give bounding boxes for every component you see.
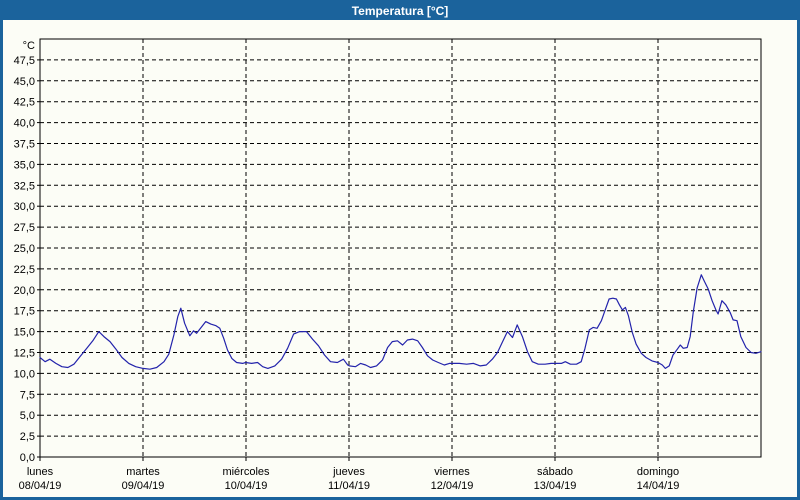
x-weekday-label: martes: [126, 466, 160, 478]
temperature-series-line: [39, 274, 762, 370]
plot-border: [39, 38, 762, 458]
temperature-line-chart: 0,0 2,5 5,0 7,5 10,0 12,5 15,0 17,5 20,0 22,5 25,0…: [14, 38, 762, 492]
x-date-label: 13/04/19: [534, 480, 577, 492]
x-weekday-label: lunes: [27, 466, 54, 478]
y-tick-label: 22,5: [14, 264, 35, 276]
y-tick-label: 17,5: [14, 306, 35, 318]
y-tick-label: 12,5: [14, 348, 35, 360]
y-tick-label: 47,5: [14, 55, 35, 67]
y-tick-label: 30,0: [14, 201, 35, 213]
x-date-label: 08/04/19: [19, 480, 62, 492]
y-tick-label: 45,0: [14, 76, 35, 88]
x-date-label: 11/04/19: [328, 480, 370, 492]
x-date-label: 09/04/19: [122, 480, 165, 492]
window-titlebar: Temperatura [°C]: [3, 3, 797, 20]
y-tick-label: 32,5: [14, 180, 35, 192]
x-date-label: 10/04/19: [225, 480, 268, 492]
y-tick-label: 7,5: [20, 389, 35, 401]
y-tick-label: 27,5: [14, 222, 35, 234]
x-weekday-label: jueves: [332, 466, 365, 478]
x-weekday-label: miércoles: [222, 466, 270, 478]
x-date-label: 12/04/19: [431, 480, 474, 492]
x-weekday-label: domingo: [637, 466, 679, 478]
y-tick-label: 42,5: [14, 97, 35, 109]
y-tick-label: 20,0: [14, 285, 35, 297]
chart-area: 0,0 2,5 5,0 7,5 10,0 12,5 15,0 17,5 20,0 22,5 25,0…: [3, 20, 797, 497]
y-tick-label: 40,0: [14, 118, 35, 130]
y-tick-label: 2,5: [20, 431, 35, 443]
x-weekday-label: sábado: [537, 466, 573, 478]
y-tick-label: 5,0: [20, 410, 35, 422]
y-tick-label: 37,5: [14, 139, 35, 151]
chart-title: Temperatura [°C]: [351, 4, 449, 18]
x-date-label: 14/04/19: [637, 480, 680, 492]
y-tick-label: 10,0: [14, 368, 35, 380]
y-tick-label: 0,0: [20, 452, 35, 464]
y-tick-label: 35,0: [14, 159, 35, 171]
y-axis-unit-label: °C: [23, 40, 35, 52]
x-weekday-label: viernes: [434, 466, 470, 478]
y-tick-label: 15,0: [14, 327, 35, 339]
y-tick-label: 25,0: [14, 243, 35, 255]
